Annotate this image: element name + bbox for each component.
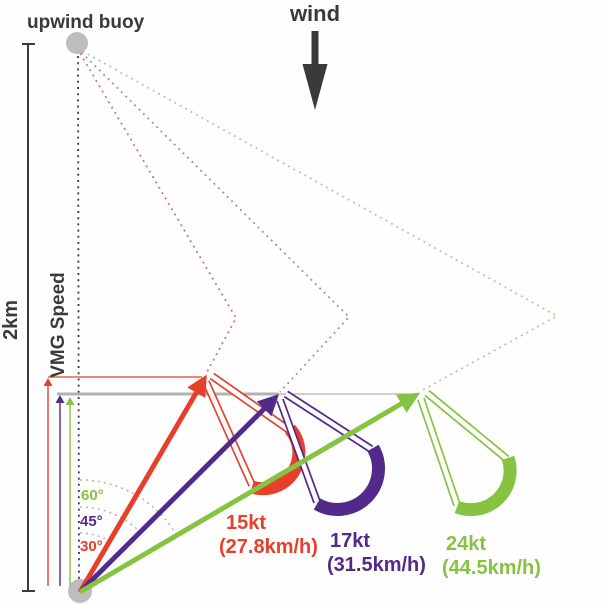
speed-label-green: 24kt (44.5km/h) <box>442 533 541 579</box>
speed-vector-purple-45deg <box>78 394 279 594</box>
speed-vector-red-30deg <box>77 374 207 594</box>
angle-label-30: 30° <box>80 538 103 555</box>
svg-text:(31.5km/h): (31.5km/h) <box>327 554 426 576</box>
turn-loop-red <box>202 372 306 496</box>
wind-arrow <box>302 31 328 110</box>
speed-label-purple: 17kt (31.5km/h) <box>327 530 426 576</box>
tack-path-red-dotted <box>76 47 238 375</box>
wind-axis-dotted-line <box>77 55 80 582</box>
upwind-buoy-label: upwind buoy <box>27 12 145 33</box>
angle-label-60: 60° <box>81 487 104 504</box>
speed-label-red: 15kt (27.8km/h) <box>219 512 318 558</box>
turn-loop-green <box>417 389 517 517</box>
svg-text:15kt: 15kt <box>226 512 266 534</box>
svg-text:(27.8km/h): (27.8km/h) <box>219 536 318 558</box>
angle-arcs <box>79 479 178 542</box>
distance-dimension-line <box>22 43 35 592</box>
svg-text:17kt: 17kt <box>330 530 370 552</box>
turn-loop-purple <box>276 390 385 516</box>
vmg-axis-label: VMG Speed <box>48 272 69 378</box>
wind-label: wind <box>289 1 340 26</box>
tack-path-purple-dotted <box>76 47 351 393</box>
angle-label-45: 45° <box>80 513 103 530</box>
upwind-buoy <box>66 32 88 54</box>
speed-vector-green-60deg <box>78 392 421 595</box>
svg-text:(44.5km/h): (44.5km/h) <box>442 557 541 579</box>
svg-text:24kt: 24kt <box>446 533 486 555</box>
distance-label: 2km <box>0 300 22 340</box>
